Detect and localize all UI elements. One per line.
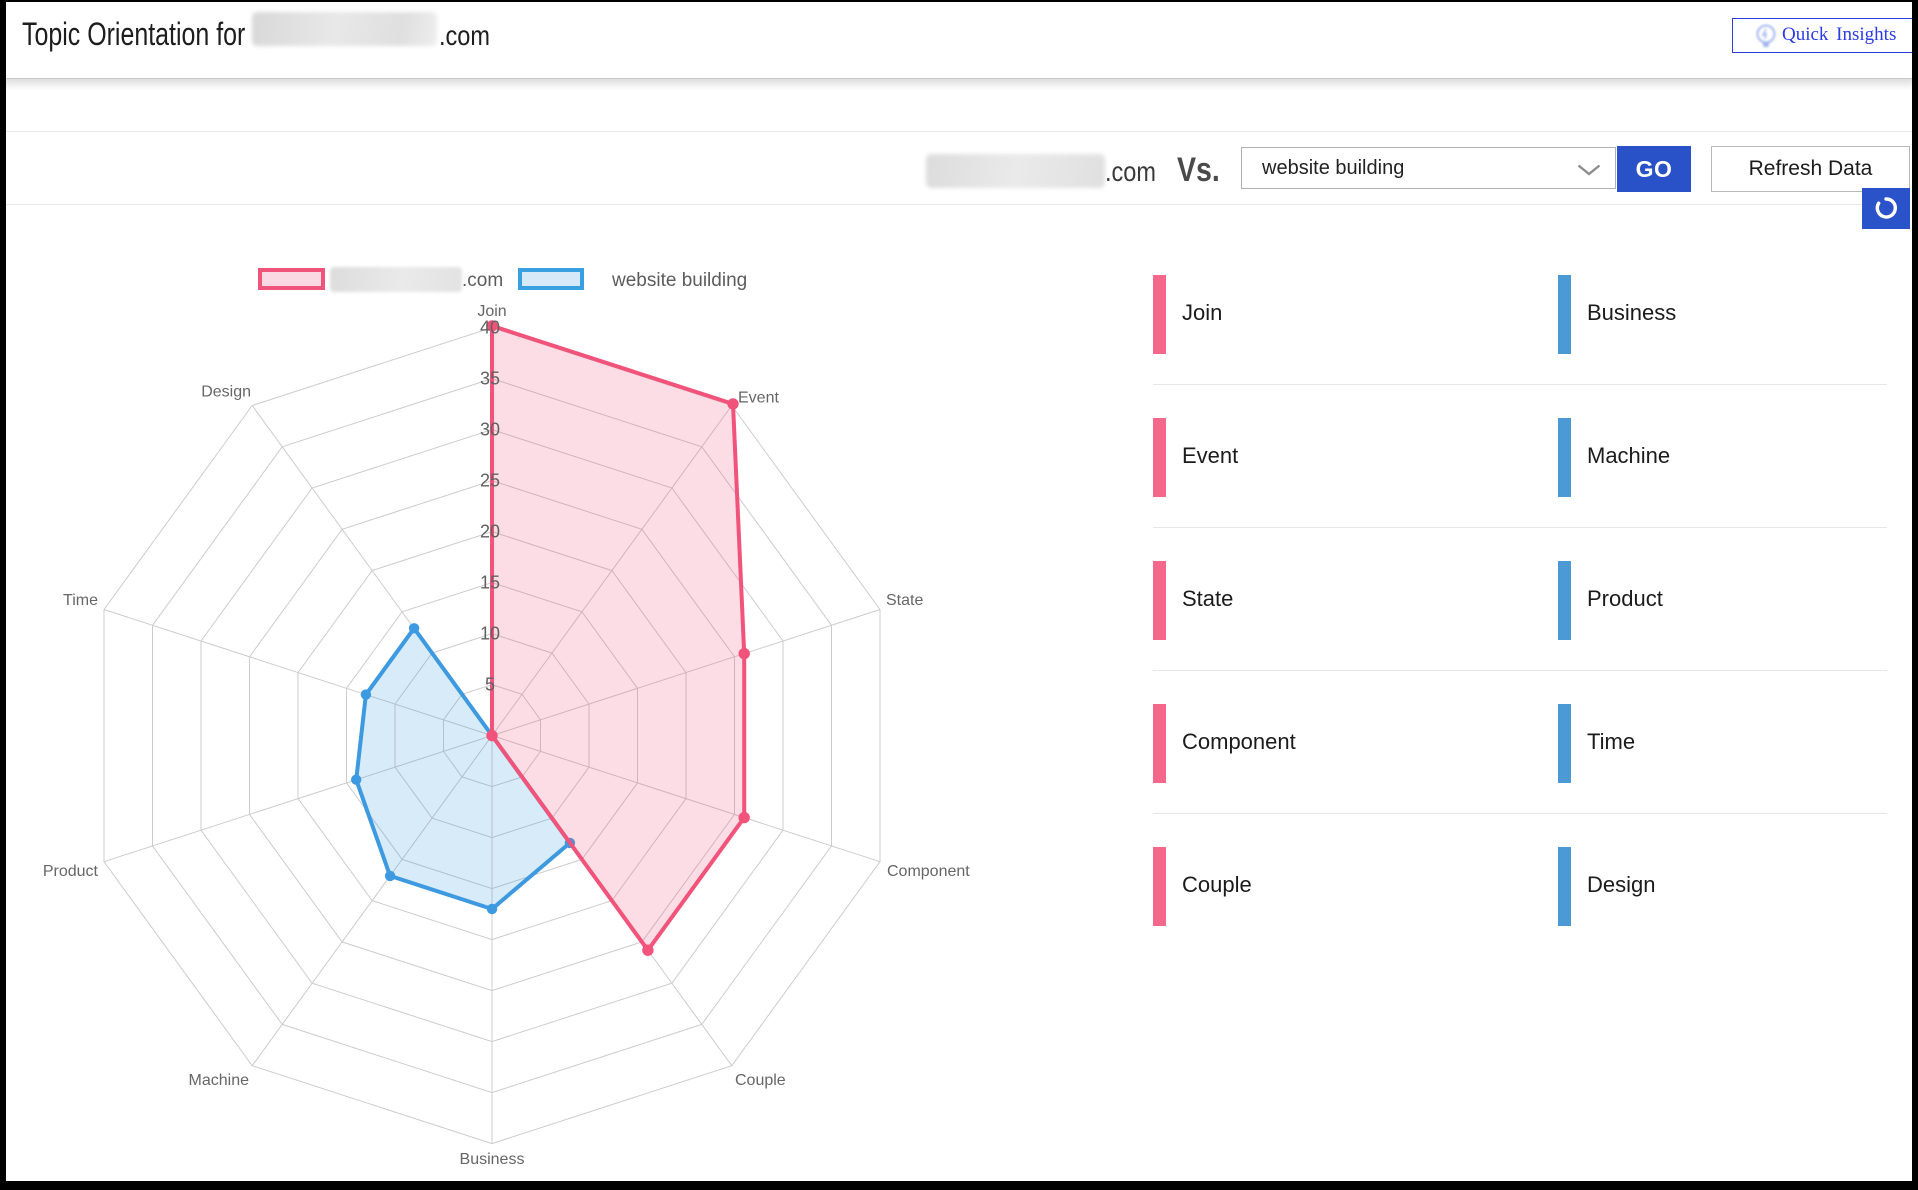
svg-text:Event: Event bbox=[738, 390, 779, 407]
svg-text:Business: Business bbox=[460, 1151, 525, 1168]
svg-text:Join: Join bbox=[477, 303, 506, 320]
svg-text:Time: Time bbox=[63, 592, 98, 609]
svg-text:40: 40 bbox=[480, 318, 500, 338]
svg-text:Machine: Machine bbox=[189, 1072, 250, 1089]
svg-text:20: 20 bbox=[480, 522, 500, 542]
svg-text:30: 30 bbox=[480, 420, 500, 440]
svg-text:25: 25 bbox=[480, 471, 500, 491]
svg-text:Couple: Couple bbox=[735, 1072, 786, 1089]
svg-text:15: 15 bbox=[480, 573, 500, 593]
svg-text:5: 5 bbox=[485, 675, 495, 695]
svg-text:10: 10 bbox=[480, 624, 500, 644]
svg-text:Component: Component bbox=[887, 863, 970, 880]
svg-text:Product: Product bbox=[43, 863, 99, 880]
svg-text:Design: Design bbox=[201, 384, 251, 401]
svg-text:State: State bbox=[886, 592, 923, 609]
svg-text:35: 35 bbox=[480, 369, 500, 389]
